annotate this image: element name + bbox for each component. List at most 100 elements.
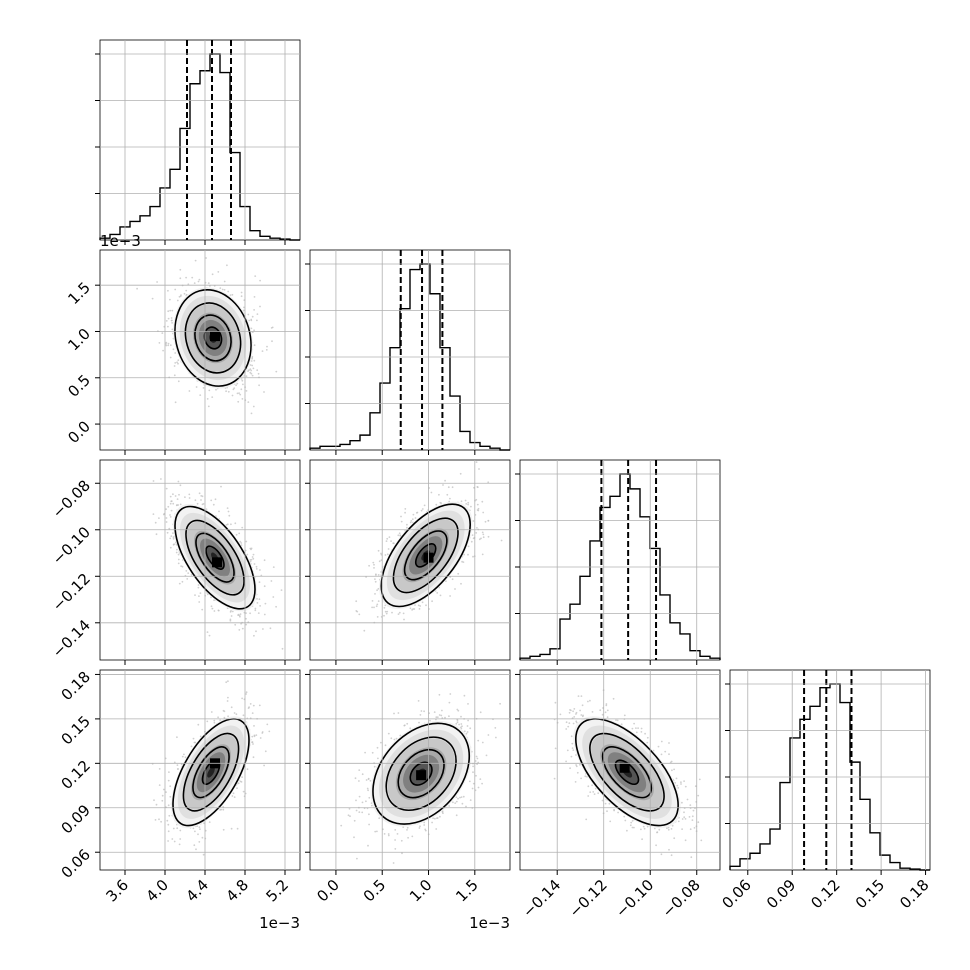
scatter-point — [212, 503, 215, 506]
scatter-point — [156, 281, 159, 283]
scatter-point — [162, 788, 165, 791]
scatter-point — [253, 344, 256, 347]
scatter-point — [482, 511, 485, 514]
scatter-point — [167, 505, 170, 508]
scatter-point — [225, 390, 228, 393]
scatter-point — [217, 271, 220, 273]
scatter-point — [228, 514, 231, 517]
scatter-point — [481, 531, 484, 534]
scatter-point — [467, 545, 470, 548]
scatter-point — [240, 295, 243, 298]
scatter-point — [410, 520, 413, 522]
scatter-point — [201, 608, 204, 611]
scatter-point — [446, 493, 449, 496]
scatter-point — [193, 282, 196, 284]
scatter-point — [275, 370, 278, 373]
scatter-point — [241, 776, 244, 778]
scatter-point — [223, 289, 226, 291]
scatter-point — [280, 589, 283, 591]
scatter-point — [231, 293, 234, 296]
scatter-point — [167, 317, 170, 320]
scatter-point — [195, 386, 198, 388]
scatter-point — [477, 509, 480, 512]
scatter-point — [169, 495, 172, 498]
panel-content — [152, 478, 284, 650]
scatter-point — [470, 540, 473, 543]
scatter-point — [256, 319, 258, 322]
scatter-point — [136, 287, 139, 290]
scatter-point — [165, 320, 168, 322]
scatter-point — [475, 461, 478, 463]
scatter-point — [249, 547, 252, 550]
scatter-point — [198, 278, 201, 281]
scatter-point — [234, 522, 237, 525]
scatter-point — [251, 315, 254, 318]
scatter-point — [208, 821, 211, 823]
scatter-point — [409, 521, 412, 524]
contour-level — [195, 532, 235, 583]
scatter-point — [237, 400, 240, 403]
scatter-point — [168, 771, 170, 773]
scatter-point — [402, 612, 405, 615]
scatter-point — [242, 383, 244, 386]
scatter-point — [231, 610, 234, 613]
scatter-point — [265, 349, 268, 351]
scatter-point — [253, 296, 256, 298]
scatter-point — [180, 294, 182, 296]
scatter-point — [232, 792, 235, 795]
scatter-point — [241, 379, 244, 382]
scatter-point — [363, 629, 366, 632]
scatter-point — [197, 280, 200, 283]
scatter-point — [451, 486, 454, 489]
scatter-point — [221, 288, 224, 291]
scatter-point — [384, 610, 387, 613]
scatter-point — [245, 375, 248, 377]
scatter-point — [385, 612, 388, 615]
scatter-point — [235, 533, 238, 536]
scatter-point — [420, 509, 423, 512]
scatter-point — [194, 594, 196, 596]
scatter-point — [374, 578, 376, 580]
scatter-point — [263, 585, 266, 588]
axes-frame-1 — [309, 249, 511, 451]
scatter-point — [376, 589, 378, 592]
scatter-point — [176, 498, 179, 500]
axes-frame-0 — [99, 39, 301, 241]
scatter-point — [373, 563, 375, 566]
scatter-point — [259, 305, 261, 308]
scatter-point — [198, 601, 201, 603]
scatter-point — [397, 613, 400, 615]
scatter-point — [165, 521, 168, 523]
scatter-point — [172, 537, 175, 540]
grid-2-2 — [520, 460, 720, 660]
scatter-point — [436, 592, 439, 594]
scatter-point — [154, 521, 157, 524]
scatter-point — [251, 556, 254, 558]
contour-level — [414, 543, 437, 568]
scatter-point — [261, 350, 264, 352]
scatter-point — [263, 764, 265, 767]
scatter-point — [263, 613, 266, 616]
scatter-point — [231, 394, 234, 397]
scatter-point — [236, 382, 239, 385]
scatter-point — [230, 706, 233, 709]
scatter-point — [174, 352, 177, 354]
scatter-point — [249, 371, 252, 374]
scatter-point — [254, 275, 257, 277]
scatter-point — [385, 540, 388, 542]
scatter-point — [480, 537, 482, 540]
scatter-point — [272, 596, 275, 598]
scatter-point — [210, 499, 213, 502]
scatter-point — [472, 555, 474, 558]
scatter-point — [169, 344, 172, 347]
scatter-point — [476, 503, 479, 506]
scatter-point — [256, 313, 259, 315]
scatter-point — [250, 547, 253, 550]
scatter-point — [487, 481, 490, 484]
scatter-point — [241, 526, 244, 529]
scatter-point — [241, 697, 244, 700]
scatter-point — [227, 290, 230, 293]
scatter-point — [470, 505, 472, 508]
scatter-point — [229, 619, 232, 622]
